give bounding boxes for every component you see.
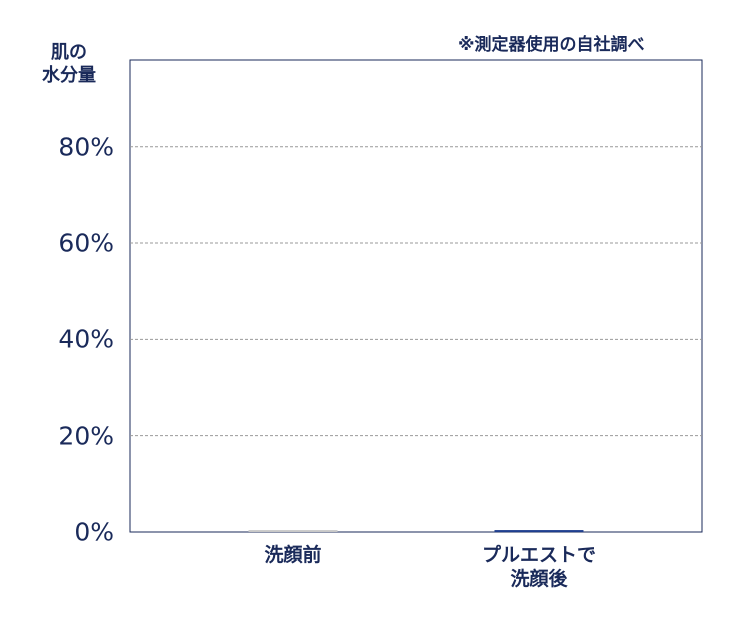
y-tick-label: 0% (74, 517, 114, 547)
note: ※測定器使用の自社調べ (458, 35, 645, 55)
y-tick-label: 80% (58, 132, 114, 162)
x-tick-label: 洗顔前 (264, 544, 322, 566)
y-tick-label: 20% (58, 421, 114, 451)
bar (248, 530, 338, 532)
bar (494, 530, 584, 532)
x-tick-label: プルエストで 洗顔後 (481, 544, 596, 590)
y-tick-label: 40% (58, 324, 114, 354)
y-axis-label: 肌の 水分量 (42, 42, 96, 86)
y-tick-label: 60% (58, 228, 114, 258)
plot-frame (129, 59, 703, 533)
